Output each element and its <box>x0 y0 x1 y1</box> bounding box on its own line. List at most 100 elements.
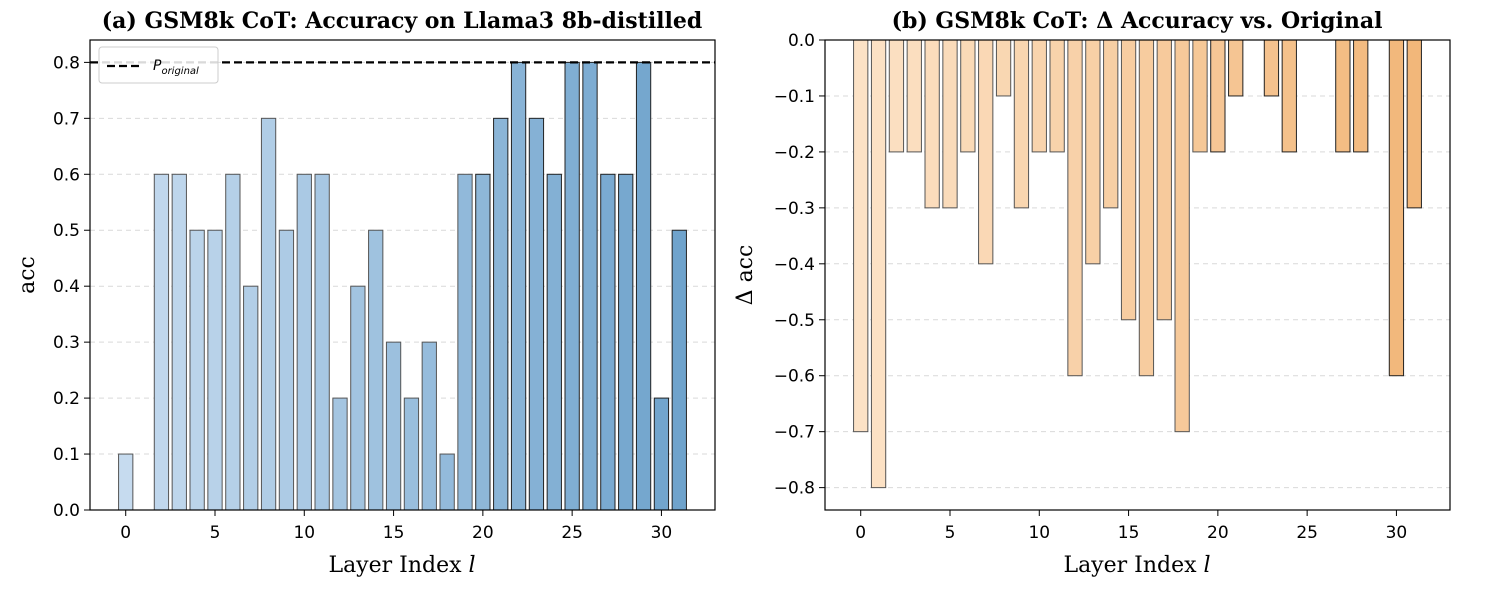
bar-layer-1 <box>870 39 887 489</box>
x-tick-label: 5 <box>210 523 221 543</box>
bar-layer-19 <box>1192 39 1208 153</box>
legend-label: Poriginal <box>153 58 199 77</box>
bar-layer-5 <box>942 39 958 209</box>
bar-layer-5 <box>207 229 223 511</box>
bar-layer-21 <box>493 117 509 511</box>
x-tick-label: 15 <box>1118 523 1140 543</box>
bar-layer-27 <box>1335 39 1351 153</box>
bar-layer-30 <box>1388 39 1405 377</box>
bar-layer-9 <box>278 229 295 511</box>
x-ticks-b: 0 5 10 15 20 25 30 <box>855 510 1407 543</box>
y-ticks-a: 0.0 0.1 0.2 0.3 0.4 0.5 0.6 0.7 0.8 <box>53 53 90 521</box>
x-tick-label: 10 <box>1028 523 1050 543</box>
x-tick-label: 30 <box>651 523 673 543</box>
bar-layer-24 <box>546 173 562 511</box>
x-tick-label: 20 <box>472 523 494 543</box>
bar-layer-14 <box>1103 39 1119 209</box>
bar-layer-15 <box>1120 39 1137 321</box>
bar-layer-20 <box>475 173 491 511</box>
bar-layer-25 <box>564 61 580 511</box>
y-tick-label: −0.5 <box>774 311 815 331</box>
legend-a: Poriginal <box>98 46 219 84</box>
y-tick-label: 0.0 <box>53 501 80 521</box>
bar-layer-7 <box>978 39 994 265</box>
x-tick-label: 20 <box>1207 523 1229 543</box>
y-tick-label: −0.4 <box>774 255 815 275</box>
bar-layer-4 <box>189 229 205 511</box>
bar-layer-11 <box>1049 39 1065 153</box>
bar-layer-6 <box>225 173 241 511</box>
chart-panel-a: (a) GSM8k CoT: Accuracy on Llama3 8b-dis… <box>15 8 716 578</box>
bar-layer-31 <box>671 229 687 511</box>
bar-layer-3 <box>171 173 187 511</box>
x-tick-label: 15 <box>383 523 405 543</box>
y-tick-label: 0.3 <box>53 333 80 353</box>
bar-layer-26 <box>582 61 598 511</box>
bar-layer-17 <box>1156 39 1172 321</box>
bar-layer-21 <box>1228 39 1244 97</box>
bar-layer-28 <box>618 173 634 511</box>
x-tick-label: 30 <box>1386 523 1408 543</box>
x-tick-label: 25 <box>1296 523 1318 543</box>
x-tick-label: 10 <box>293 523 315 543</box>
bar-layer-17 <box>421 341 437 511</box>
x-axis-label-b-var: l <box>1204 553 1211 578</box>
y-tick-label: 0.6 <box>53 165 80 185</box>
bar-layer-19 <box>457 173 473 511</box>
bar-layer-16 <box>1138 39 1155 377</box>
bar-layer-24 <box>1281 39 1297 153</box>
bar-layer-29 <box>635 61 652 511</box>
bar-layer-9 <box>1013 39 1030 209</box>
y-axis-label-a: acc <box>15 256 40 294</box>
bar-layer-28 <box>1353 39 1369 153</box>
x-tick-label: 25 <box>561 523 583 543</box>
bar-layer-23 <box>1263 39 1280 97</box>
y-tick-label: 0.0 <box>788 31 815 51</box>
chart-title-a: (a) GSM8k CoT: Accuracy on Llama3 8b-dis… <box>102 8 703 34</box>
y-tick-label: 0.7 <box>53 109 80 129</box>
y-ticks-b: 0.0 −0.1 −0.2 −0.3 −0.4 −0.5 −0.6 −0.7 −0.8 <box>774 31 825 499</box>
x-tick-label: 5 <box>945 523 956 543</box>
chart-title-b: (b) GSM8k CoT: Δ Accuracy vs. Original <box>892 8 1383 34</box>
bar-layer-12 <box>332 397 348 511</box>
bar-layer-31 <box>1406 39 1422 209</box>
bar-layer-4 <box>924 39 940 209</box>
bar-layer-7 <box>243 285 259 511</box>
legend-label-subscript: original <box>161 66 199 77</box>
bar-layer-15 <box>385 341 402 511</box>
chart-panel-b: (b) GSM8k CoT: Δ Accuracy vs. Original 0… <box>733 8 1451 578</box>
bars-a <box>118 61 687 511</box>
bar-layer-27 <box>600 173 616 511</box>
bar-layer-3 <box>906 39 922 153</box>
y-axis-label-b: Δ acc <box>733 245 758 306</box>
bar-layer-8 <box>995 39 1012 97</box>
bar-layer-10 <box>296 173 312 511</box>
bar-layer-20 <box>1210 39 1226 153</box>
y-tick-label: 0.8 <box>53 53 80 73</box>
bar-layer-11 <box>314 173 330 511</box>
bar-layer-18 <box>439 453 455 511</box>
x-axis-label-b-text: Layer Index <box>1063 553 1203 578</box>
y-tick-label: 0.2 <box>53 389 80 409</box>
bar-layer-13 <box>350 285 366 511</box>
y-tick-label: −0.2 <box>774 143 815 163</box>
bar-layer-2 <box>153 173 170 511</box>
bar-layer-14 <box>368 229 384 511</box>
y-tick-label: −0.3 <box>774 199 815 219</box>
x-axis-label-a: Layer Index l <box>328 553 475 578</box>
bars-b <box>853 39 1422 489</box>
x-axis-label-b: Layer Index l <box>1063 553 1210 578</box>
bar-layer-8 <box>260 117 277 511</box>
bar-layer-22 <box>510 61 527 511</box>
y-tick-label: 0.1 <box>53 445 80 465</box>
bar-layer-10 <box>1031 39 1047 153</box>
bar-layer-18 <box>1174 39 1190 433</box>
bar-layer-23 <box>528 117 545 511</box>
plot-frame-a <box>89 39 716 511</box>
x-axis-label-a-text: Layer Index <box>328 553 468 578</box>
legend-label-base: P <box>153 58 162 74</box>
x-ticks-a: 0 5 10 15 20 25 30 <box>120 510 672 543</box>
x-tick-label: 0 <box>855 523 866 543</box>
legend-box <box>98 46 219 84</box>
